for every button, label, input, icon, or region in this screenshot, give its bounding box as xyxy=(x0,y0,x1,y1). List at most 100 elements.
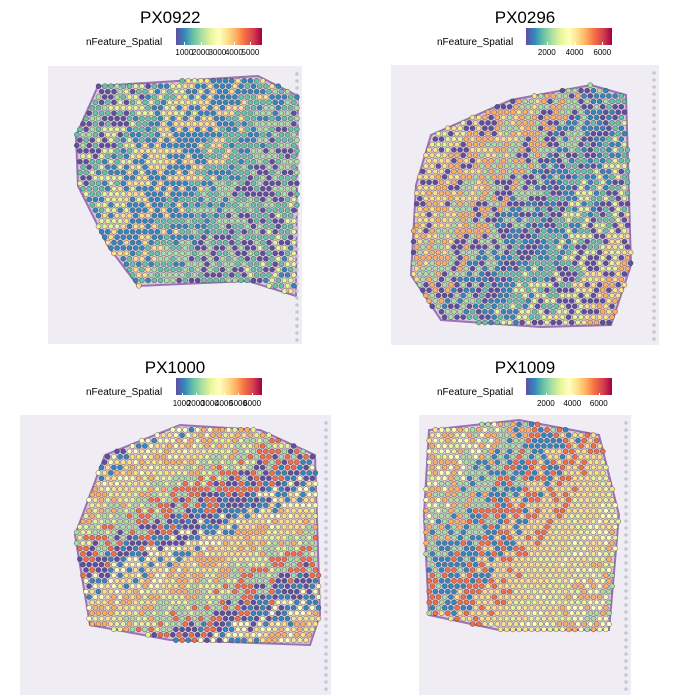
legend-title: nFeature_Spatial xyxy=(86,387,163,398)
spot xyxy=(114,158,120,165)
spot xyxy=(126,202,133,208)
spot xyxy=(232,480,238,487)
spot xyxy=(166,561,173,568)
spot xyxy=(117,605,123,611)
spot xyxy=(154,175,161,181)
spot xyxy=(188,480,195,487)
spot xyxy=(423,518,429,525)
spot xyxy=(522,303,528,310)
spot xyxy=(547,238,553,245)
spot xyxy=(213,137,220,143)
spot xyxy=(241,464,247,471)
spot xyxy=(445,567,451,573)
spot xyxy=(238,588,244,595)
spot xyxy=(463,524,470,530)
spot xyxy=(170,621,176,627)
spot xyxy=(167,185,173,192)
spot xyxy=(188,126,195,132)
spot xyxy=(432,448,439,455)
spot xyxy=(569,480,575,487)
spot xyxy=(516,486,522,492)
spot xyxy=(435,497,442,503)
spot xyxy=(244,158,251,165)
spot xyxy=(182,610,188,616)
spot xyxy=(235,605,241,611)
spot xyxy=(584,486,591,492)
spot xyxy=(291,185,297,192)
spot xyxy=(182,223,189,230)
spot xyxy=(510,130,516,137)
spot xyxy=(120,470,126,476)
spot xyxy=(627,260,634,266)
spot xyxy=(528,507,535,514)
spot xyxy=(451,125,457,131)
spot xyxy=(466,518,473,525)
spot xyxy=(547,120,553,126)
spot xyxy=(148,185,154,192)
spot xyxy=(603,507,609,514)
spot xyxy=(568,125,575,131)
spot xyxy=(562,190,569,196)
spot xyxy=(281,180,288,187)
spot xyxy=(466,120,473,126)
spot xyxy=(194,83,201,89)
spot xyxy=(525,147,532,153)
spot xyxy=(263,470,269,476)
spot xyxy=(500,244,507,250)
spot xyxy=(494,491,501,498)
spot xyxy=(188,245,195,251)
spot xyxy=(432,524,439,530)
spot xyxy=(266,153,272,160)
spot xyxy=(275,115,282,122)
spot xyxy=(315,572,322,579)
spot xyxy=(194,148,201,154)
spot xyxy=(454,507,460,514)
spot xyxy=(266,551,272,557)
spot xyxy=(297,583,303,589)
spot xyxy=(194,256,201,262)
spot xyxy=(219,277,226,284)
spot xyxy=(163,223,170,230)
spot xyxy=(108,94,114,100)
spot xyxy=(466,141,473,148)
spot xyxy=(145,212,151,219)
spot xyxy=(232,94,238,100)
spot xyxy=(426,513,432,519)
spot xyxy=(491,561,498,568)
spot xyxy=(423,292,429,299)
spot xyxy=(123,99,130,106)
spot xyxy=(157,480,164,487)
spot xyxy=(219,610,226,616)
spot xyxy=(160,142,167,149)
spot xyxy=(506,168,513,175)
spot xyxy=(89,169,95,176)
spot xyxy=(500,125,507,131)
spot xyxy=(210,443,216,449)
spot xyxy=(553,432,560,438)
spot xyxy=(197,497,204,503)
spot xyxy=(475,190,482,196)
spot xyxy=(572,174,578,180)
spot xyxy=(500,459,507,465)
spot xyxy=(491,443,498,449)
spot xyxy=(83,556,89,562)
spot xyxy=(222,518,229,525)
spot xyxy=(247,196,254,203)
spot xyxy=(210,142,216,149)
spot xyxy=(198,78,204,84)
spot xyxy=(281,115,288,122)
spot xyxy=(210,464,216,471)
spot xyxy=(244,556,250,562)
spot xyxy=(615,206,621,212)
spot xyxy=(201,567,207,573)
spot xyxy=(201,202,207,208)
spot xyxy=(460,206,466,212)
spot xyxy=(163,502,170,509)
spot xyxy=(266,529,272,536)
spot xyxy=(163,437,170,444)
spot xyxy=(541,486,547,492)
spot xyxy=(191,110,198,116)
spot xyxy=(506,147,513,153)
spot xyxy=(593,265,600,272)
spot xyxy=(550,168,556,175)
